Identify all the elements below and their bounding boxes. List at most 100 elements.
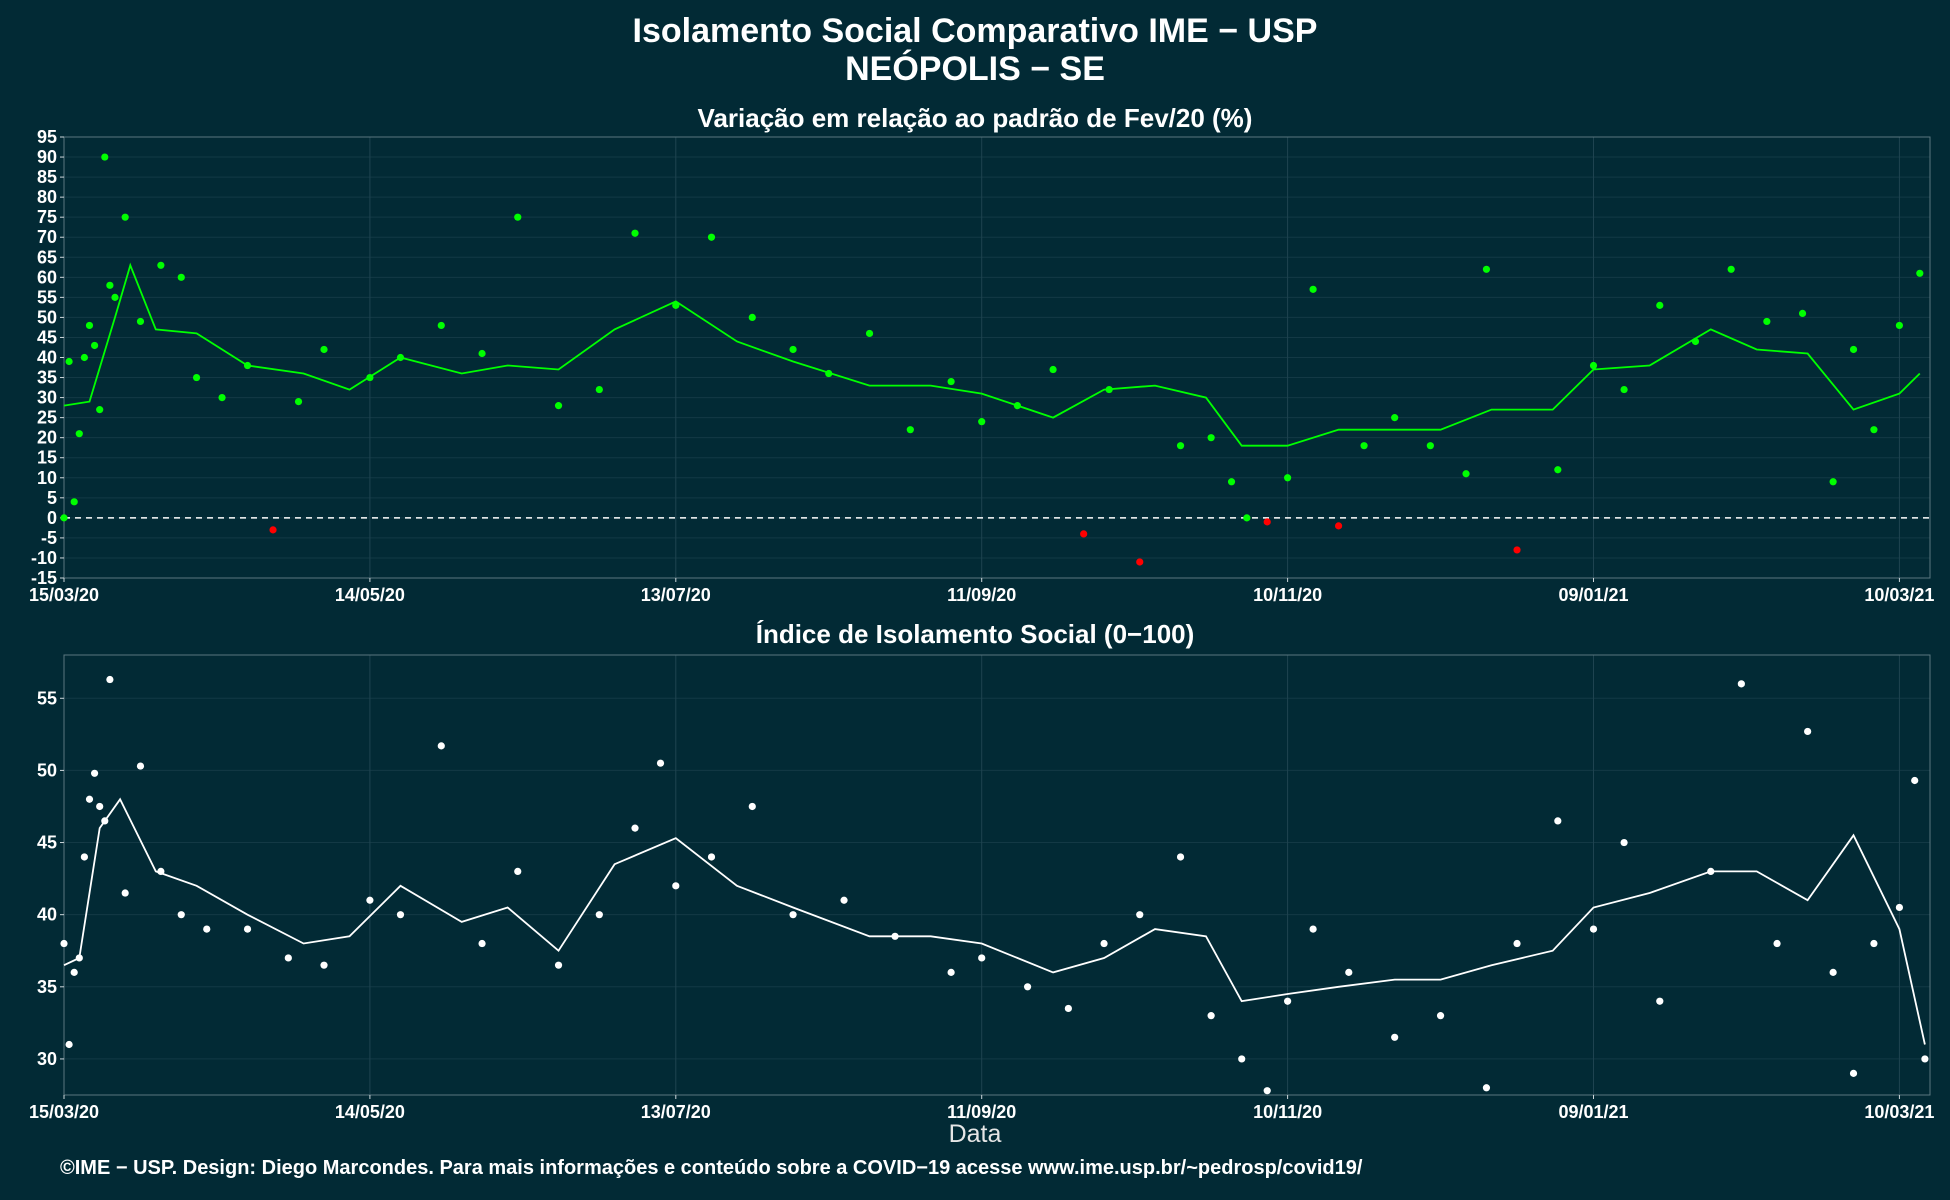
data-point — [1763, 317, 1771, 326]
data-point — [789, 345, 797, 354]
data-point — [1284, 474, 1292, 482]
data-point — [1243, 514, 1251, 522]
data-point — [1284, 997, 1292, 1005]
x-tick-label: 10/03/21 — [1864, 1102, 1934, 1122]
data-point — [70, 498, 78, 506]
data-point — [177, 273, 185, 281]
data-point — [978, 954, 986, 962]
y-tick-label: 35 — [37, 368, 57, 388]
data-point — [192, 373, 201, 382]
data-point — [1207, 434, 1215, 442]
data-point — [1911, 776, 1919, 785]
data-point — [1462, 470, 1470, 478]
data-point — [1589, 361, 1598, 370]
chart-main-title: Isolamento Social Comparativo IME − USP — [632, 12, 1318, 50]
data-point — [1207, 1012, 1215, 1020]
data-point — [1023, 983, 1032, 991]
data-point — [96, 406, 104, 414]
y-tick-label: 45 — [37, 833, 57, 853]
data-point — [85, 795, 94, 803]
data-point — [1227, 478, 1236, 486]
data-point — [1360, 442, 1368, 450]
data-point — [60, 939, 68, 948]
x-tick-label: 10/11/20 — [1253, 1102, 1322, 1122]
x-tick-label: 15/03/20 — [29, 585, 99, 605]
y-tick-label: 5 — [47, 488, 57, 508]
data-point — [1426, 442, 1434, 450]
top-panel-title: Variação em relação ao padrão de Fev/20 … — [697, 103, 1253, 133]
data-point — [707, 233, 716, 241]
data-point — [514, 213, 522, 221]
data-point — [554, 402, 563, 410]
data-point — [177, 911, 185, 919]
data-point — [1391, 414, 1399, 422]
data-point — [90, 769, 99, 777]
data-point — [90, 341, 99, 350]
data-point — [269, 526, 277, 534]
data-point — [1804, 727, 1812, 736]
y-tick-label: 35 — [37, 977, 57, 997]
moving-average-line — [63, 797, 1926, 1045]
data-point — [111, 293, 119, 301]
data-point — [514, 867, 522, 875]
data-point — [437, 321, 445, 330]
x-tick-label: 13/07/20 — [641, 585, 711, 605]
x-axis-title: Data — [948, 1120, 1002, 1148]
data-point — [75, 430, 83, 438]
data-point — [478, 939, 486, 948]
data-point — [748, 802, 756, 811]
data-point — [1870, 426, 1878, 434]
data-point — [595, 911, 603, 919]
data-point — [243, 925, 252, 933]
bottom-panel-title: Índice de Isolamento Social (0−100) — [755, 619, 1195, 649]
data-point — [1895, 903, 1904, 912]
y-tick-label: 85 — [37, 167, 57, 187]
y-tick-label: 75 — [37, 207, 57, 227]
data-point — [80, 353, 88, 362]
data-point — [789, 911, 797, 919]
data-point — [96, 802, 104, 811]
y-tick-label: 40 — [37, 348, 57, 368]
y-tick-label: 10 — [37, 468, 57, 488]
x-tick-label: 13/07/20 — [641, 1102, 711, 1122]
data-point — [1921, 1055, 1929, 1063]
y-tick-label: 30 — [37, 388, 57, 408]
data-point — [707, 853, 716, 861]
y-tick-label: 25 — [37, 408, 57, 428]
data-point — [1620, 838, 1628, 847]
data-point — [906, 426, 914, 434]
data-point — [294, 398, 303, 406]
data-point — [1656, 301, 1664, 309]
data-point — [1176, 853, 1185, 861]
data-point — [136, 762, 145, 770]
data-point — [1656, 997, 1664, 1005]
x-tick-label: 09/01/21 — [1558, 585, 1628, 605]
x-tick-label: 11/09/20 — [947, 1102, 1016, 1122]
data-point — [121, 213, 129, 221]
y-tick-label: 40 — [37, 905, 57, 925]
data-point — [1136, 911, 1144, 919]
data-point — [80, 853, 88, 861]
data-point — [106, 281, 114, 289]
y-tick-label: 65 — [37, 247, 57, 267]
data-point — [1482, 265, 1491, 273]
data-point — [1773, 939, 1781, 948]
data-point — [1895, 321, 1904, 330]
data-point — [1620, 385, 1628, 394]
data-point — [1309, 285, 1317, 293]
y-tick-label: 55 — [37, 688, 57, 708]
data-point — [656, 759, 665, 767]
y-tick-label: 55 — [37, 287, 57, 307]
data-point — [1345, 968, 1353, 976]
data-point — [121, 889, 129, 897]
y-tick-label: 80 — [37, 187, 57, 207]
data-point — [136, 317, 145, 326]
data-point — [748, 313, 756, 322]
y-tick-label: 45 — [37, 327, 57, 347]
data-point — [1798, 309, 1807, 317]
data-point — [1513, 939, 1521, 948]
data-point — [1049, 365, 1057, 374]
data-point — [203, 925, 211, 933]
data-point — [840, 896, 848, 904]
